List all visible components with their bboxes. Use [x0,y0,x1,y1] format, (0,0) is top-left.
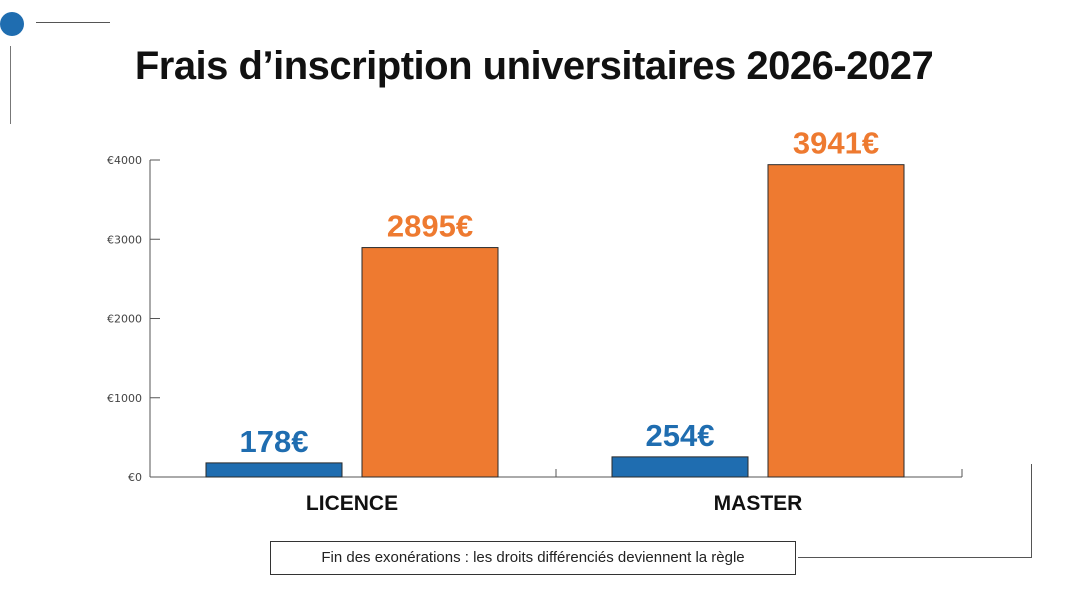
category-label: MASTER [714,492,803,515]
decorative-line [798,557,1032,558]
bar [361,247,499,478]
decorative-dot [0,12,24,36]
data-label: 3941€ [793,126,879,161]
y-tick-label: €3000 [107,233,142,246]
caption-box: Fin des exonérations : les droits différ… [270,541,796,575]
y-tick-label: €0 [128,471,142,484]
data-label: 254€ [646,418,715,453]
data-label: 2895€ [387,209,473,244]
y-tick-label: €1000 [107,392,142,405]
y-tick-label: €2000 [107,313,142,326]
data-label: 178€ [240,424,309,459]
bar [611,456,749,478]
y-tick-label: €4000 [107,154,142,167]
bar [205,462,343,478]
chart-title: Frais d’inscription universitaires 2026-… [134,44,934,88]
bar [767,164,905,478]
decorative-line [1031,464,1032,558]
category-label: LICENCE [306,492,398,515]
decorative-line [10,46,11,124]
decorative-line [36,22,110,23]
